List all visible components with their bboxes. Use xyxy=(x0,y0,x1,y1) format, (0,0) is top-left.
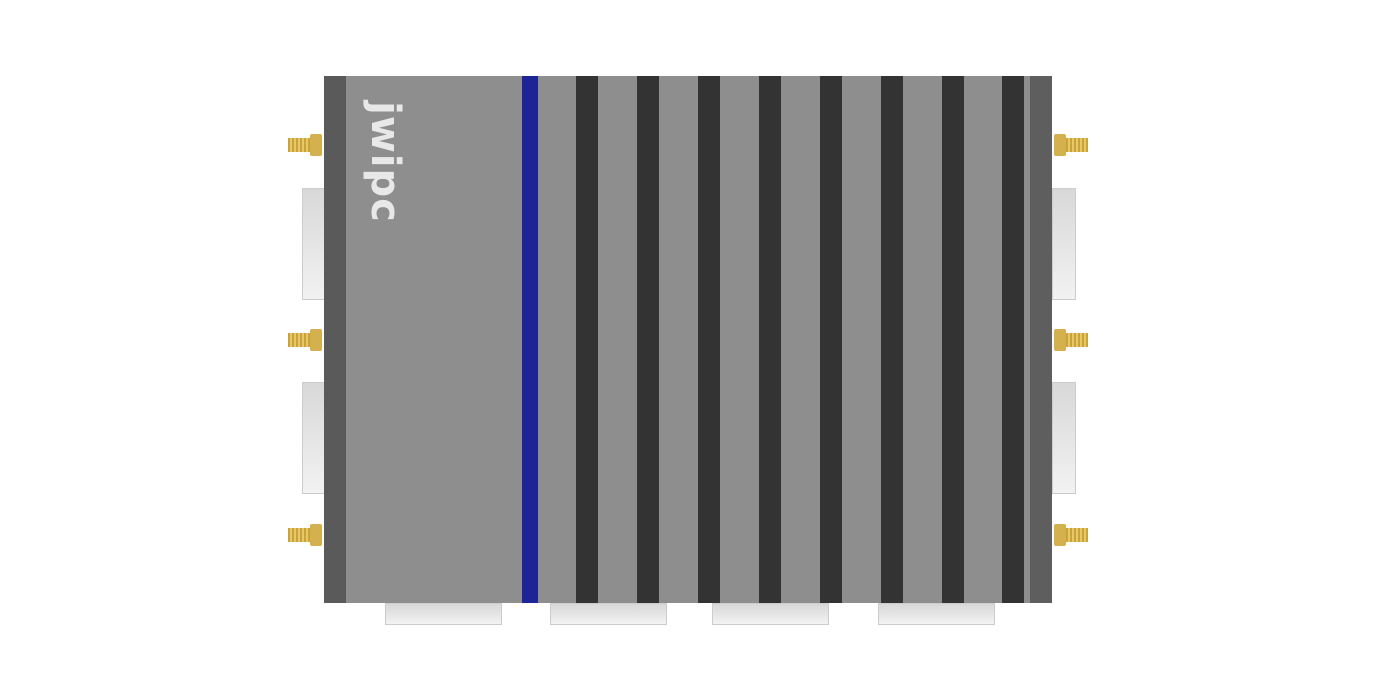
side-port-left-1 xyxy=(302,188,326,300)
antenna-connector-icon xyxy=(288,329,324,351)
side-port-right-2 xyxy=(1052,382,1076,494)
heatsink-fin xyxy=(820,76,842,603)
heatsink-fin xyxy=(942,76,964,603)
antenna-connector-icon xyxy=(1054,329,1090,351)
brand-logo: jwipc xyxy=(362,101,408,223)
heatsink-fin xyxy=(759,76,781,603)
bottom-port-3 xyxy=(712,603,829,625)
antenna-connector-icon xyxy=(1054,524,1090,546)
heatsink-fin xyxy=(637,76,659,603)
chassis-right-edge xyxy=(1030,76,1052,603)
antenna-connector-icon xyxy=(288,134,324,156)
bottom-port-4 xyxy=(878,603,995,625)
side-port-left-2 xyxy=(302,382,326,494)
antenna-connector-icon xyxy=(288,524,324,546)
bottom-port-2 xyxy=(550,603,667,625)
accent-stripe xyxy=(522,76,538,603)
device-chassis xyxy=(324,76,1052,603)
antenna-connector-icon xyxy=(1054,134,1090,156)
chassis-left-edge xyxy=(324,76,346,603)
heatsink-fin xyxy=(576,76,598,603)
heatsink-fin xyxy=(1002,76,1024,603)
heatsink-fin xyxy=(881,76,903,603)
side-port-right-1 xyxy=(1052,188,1076,300)
bottom-port-1 xyxy=(385,603,502,625)
heatsink-fin xyxy=(698,76,720,603)
